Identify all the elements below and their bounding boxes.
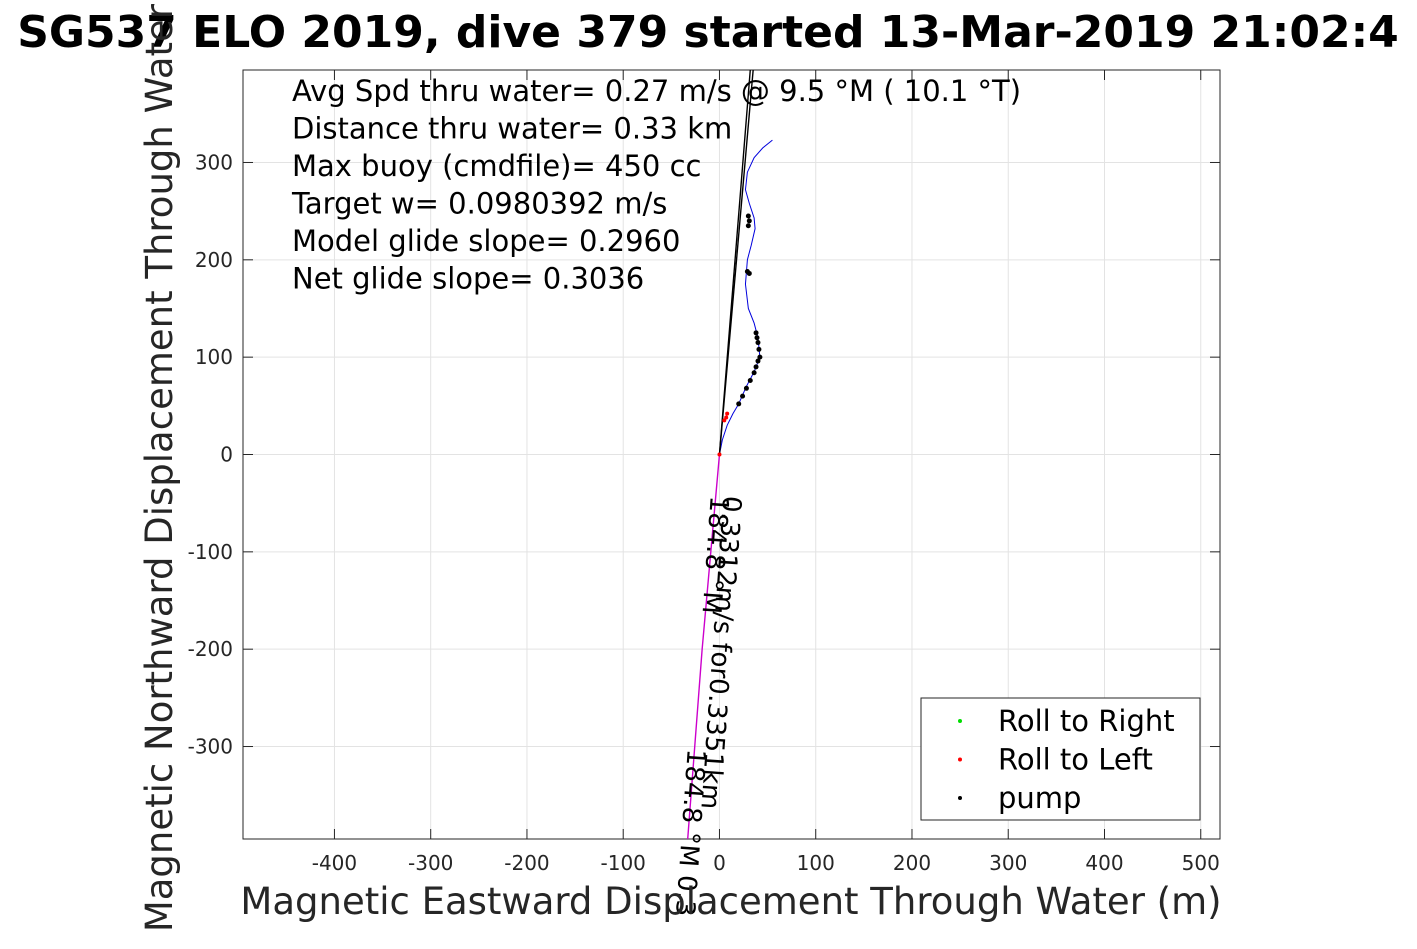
x-tick-label: -300: [408, 851, 453, 875]
x-tick-label: -100: [601, 851, 646, 875]
legend-label: Roll to Left: [998, 743, 1153, 777]
marker-point: [724, 415, 729, 420]
marker-point: [722, 418, 727, 423]
y-tick-label: -100: [188, 540, 233, 564]
chart-title: SG537 ELO 2019, dive 379 started 13-Mar-…: [17, 7, 1399, 58]
x-tick-label: 500: [1182, 851, 1220, 875]
x-tick-label: 300: [989, 851, 1027, 875]
marker-point: [746, 218, 752, 224]
series-group: [687, 70, 773, 839]
legend-marker: [958, 719, 962, 723]
y-tick-label: 0: [220, 443, 233, 467]
legend: Roll to Right Roll to Left pump: [920, 697, 1201, 821]
annotation-text: Distance thru water= 0.33 km: [292, 112, 732, 146]
marker-point: [736, 401, 742, 407]
annotation-text: Avg Spd thru water= 0.27 m/s @ 9.5 °M ( …: [292, 74, 1021, 108]
annotation-text: Max buoy (cmdfile)= 450 cc: [292, 149, 701, 183]
marker-point: [745, 213, 751, 219]
x-tick-label: -200: [504, 851, 549, 875]
y-axis-label: Magnetic Northward Displacement Through …: [138, 0, 181, 932]
x-tick-label: 200: [893, 851, 931, 875]
series-track: [718, 139, 773, 455]
marker-point: [717, 452, 722, 457]
plot-area: -400 -300 -200 -100 0 100 200 300 400 500 -300 -200…: [188, 69, 1221, 917]
series-course-line: [718, 70, 754, 455]
legend-marker: [958, 796, 962, 800]
marker-point: [751, 370, 757, 376]
y-tick-label: 100: [195, 345, 233, 369]
marker-point: [743, 385, 749, 391]
annotation-text: Net glide slope= 0.3036: [292, 262, 644, 296]
marker-point: [744, 268, 750, 274]
x-tick-label: 0: [713, 851, 726, 875]
x-tick-label: 100: [797, 851, 835, 875]
legend-box: [920, 697, 1201, 821]
x-tick-label: -400: [312, 851, 357, 875]
annotation-text: Model glide slope= 0.2960: [292, 224, 680, 258]
x-axis-label: Magnetic Eastward Displacement Through W…: [240, 880, 1221, 923]
y-tick-label: -200: [188, 637, 233, 661]
marker-point: [745, 223, 751, 229]
annotation-text: Target w= 0.0980392 m/s: [291, 187, 667, 221]
marker-point: [755, 340, 761, 346]
x-tick-label: 400: [1085, 851, 1123, 875]
marker-point: [757, 354, 763, 360]
marker-point: [725, 411, 730, 416]
y-tick-label: 200: [195, 248, 233, 272]
legend-label: Roll to Right: [998, 704, 1175, 738]
y-tick-label: -300: [188, 735, 233, 759]
marker-point: [747, 378, 753, 384]
marker-point: [755, 358, 761, 364]
marker-point: [756, 346, 762, 352]
marker-point: [753, 364, 759, 370]
legend-label: pump: [998, 781, 1081, 815]
legend-marker: [958, 757, 962, 762]
marker-point: [753, 330, 759, 336]
series-heading-line: [687, 454, 721, 839]
marker-point: [754, 335, 760, 341]
y-tick-label: 300: [195, 150, 233, 174]
marker-point: [740, 393, 746, 399]
